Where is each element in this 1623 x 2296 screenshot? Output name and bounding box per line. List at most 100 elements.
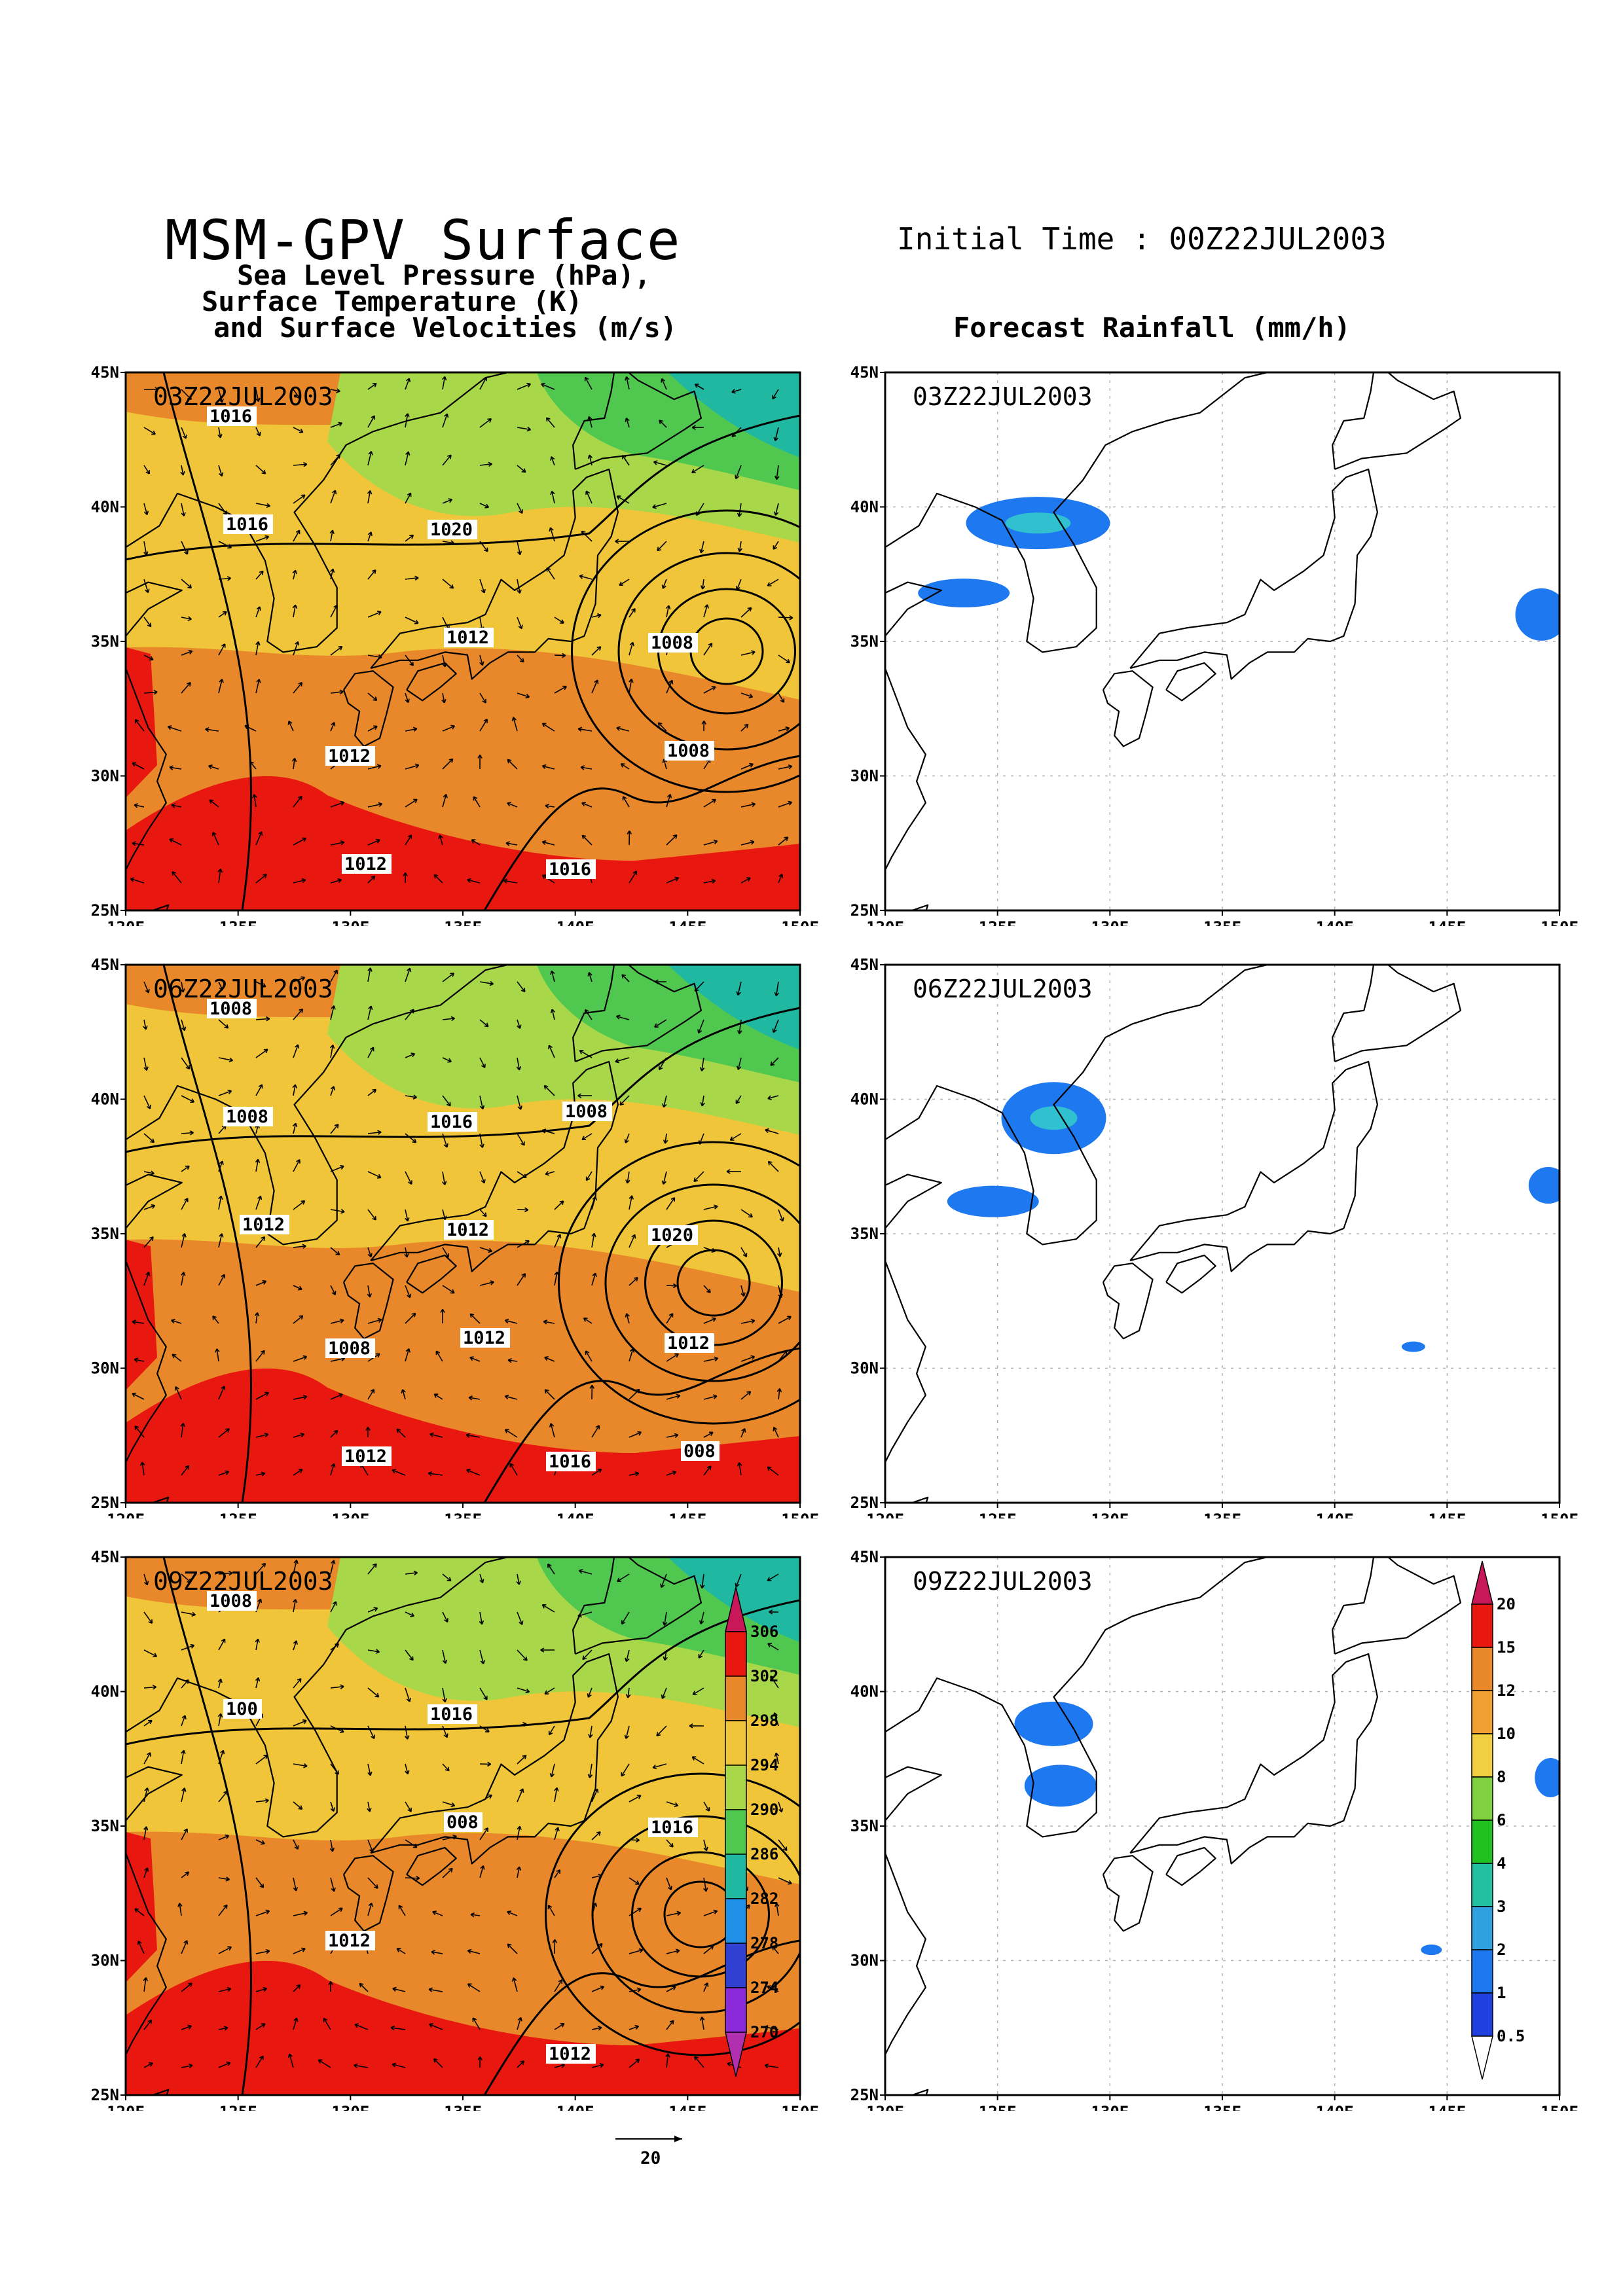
lon-label-125E: 125E (979, 2103, 1017, 2111)
wind-arrowhead (472, 2017, 477, 2022)
wind-vector (473, 796, 481, 808)
wind-vector (330, 1463, 335, 1476)
wind-vector (479, 1865, 484, 1878)
wind-vector (442, 692, 445, 704)
wind-vector (442, 758, 454, 770)
wind-vector (554, 1234, 561, 1248)
wind-vector (729, 1133, 742, 1141)
wind-vector (330, 1839, 333, 1852)
wind-vector (543, 1321, 555, 1324)
wind-vector (367, 803, 382, 808)
wind-vector (218, 1713, 222, 1727)
wind-arrowhead (577, 1093, 582, 1098)
wind-arrowhead (482, 1212, 487, 1217)
rain-core-korea (1030, 1106, 1078, 1130)
wind-vector (666, 1285, 677, 1287)
lon-label-150E: 150E (781, 918, 818, 926)
pressure-label-bg (428, 1704, 477, 1724)
wind-vector (591, 1272, 596, 1286)
wind-arrowhead (782, 1846, 788, 1852)
wind-vector (517, 617, 522, 629)
wind-arrowhead (560, 2022, 565, 2028)
temp-colorbar-label: 274 (750, 1979, 778, 1997)
temperature-fill (126, 372, 800, 910)
wind-arrowhead (392, 2062, 397, 2068)
wind-vector (517, 1788, 524, 1803)
coastline-2 (885, 1260, 926, 1463)
wind-arrowhead (632, 870, 638, 876)
rain-colorbar-box (1471, 1820, 1493, 1864)
wind-arrowhead (153, 689, 158, 695)
wind-arrowhead (737, 1462, 742, 1467)
wind-arrowhead (150, 1138, 155, 1143)
lon-label-130E: 130E (331, 2103, 369, 2111)
wind-vector (703, 643, 713, 656)
wind-vector (367, 1005, 372, 1020)
wind-arrowhead (550, 970, 555, 975)
wind-arrowhead (303, 461, 308, 467)
wind-arrowhead (770, 1061, 775, 1066)
temp-colorbar-label: 302 (750, 1667, 778, 1685)
wind-vector (664, 1611, 667, 1626)
wind-arrowhead (669, 2020, 674, 2025)
wind-arrowhead (172, 871, 177, 876)
wind-arrowhead (143, 1066, 149, 1071)
wind-arrowhead (469, 1356, 474, 1361)
wind-vector (405, 1725, 409, 1740)
wind-arrowhead (330, 1807, 335, 1812)
wind-vector (218, 611, 227, 618)
wind-arrowhead (334, 1123, 339, 1128)
wind-arrowhead (407, 492, 412, 497)
wind-vector (517, 2060, 524, 2068)
lon-label-135E: 135E (1203, 918, 1241, 926)
wind-arrowhead (784, 836, 789, 841)
wind-arrowhead (652, 504, 657, 509)
wind-vector (132, 1393, 145, 1400)
isobars (126, 372, 800, 910)
wind-vector (172, 1354, 182, 1362)
wind-arrowhead (507, 802, 511, 807)
wind-arrowhead (622, 796, 627, 801)
wind-vector (663, 1171, 667, 1185)
wind-arrowhead (261, 2023, 266, 2028)
wind-vector (652, 1763, 667, 1768)
wind-arrowhead (215, 1348, 220, 1353)
wind-vector (479, 981, 494, 985)
wind-arrowhead (713, 839, 718, 845)
wind-vector (770, 1676, 779, 1689)
pressure-label: 1008 (328, 1338, 371, 1359)
wind-arrowhead (303, 1763, 308, 1768)
isobar-south (483, 1347, 800, 1503)
wind-arrowhead (447, 454, 452, 459)
wind-vector (367, 967, 371, 982)
wind-vector (255, 1084, 263, 1096)
lat-label-40N: 40N (91, 498, 119, 516)
wind-arrowhead (488, 461, 492, 467)
wind-arrowhead (225, 1470, 230, 1475)
lon-label-140E: 140E (556, 1511, 594, 1518)
wind-vector (774, 1712, 779, 1727)
wind-arrowhead (378, 802, 383, 807)
lat-label-45N: 45N (91, 363, 119, 382)
wind-arrowhead (225, 1834, 230, 1839)
wind-arrowhead (147, 2019, 153, 2024)
wind-vector (330, 1877, 335, 1892)
wind-arrowhead (580, 765, 585, 770)
wind-vector (181, 465, 184, 475)
wind-vector (693, 1171, 704, 1182)
wind-vector (517, 1019, 521, 1029)
wind-vector (367, 451, 372, 466)
lat-label-45N: 45N (91, 1548, 119, 1566)
wind-vector (218, 1233, 223, 1248)
wind-arrowhead (511, 1977, 517, 1982)
wind-arrowhead (778, 1808, 784, 1813)
wind-arrowhead (748, 1213, 753, 1218)
wind-arrowhead (302, 1395, 308, 1400)
wind-vector (208, 765, 219, 770)
wind-arrowhead (329, 568, 335, 573)
wind-arrowhead (405, 451, 410, 456)
wind-arrowhead (444, 413, 449, 418)
wind-arrowhead (147, 1752, 151, 1757)
lon-label-125E: 125E (219, 1511, 257, 1518)
wind-vector (740, 607, 752, 618)
